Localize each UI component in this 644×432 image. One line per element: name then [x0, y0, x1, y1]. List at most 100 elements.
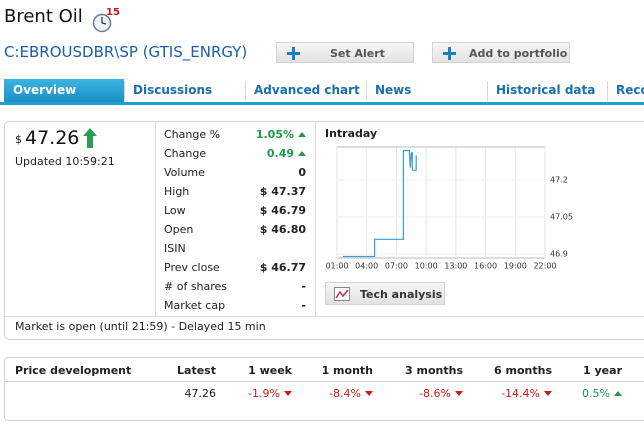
stat-label: Open: [164, 223, 194, 236]
column-header: 1 month: [321, 364, 373, 377]
stat-label: Low: [164, 204, 186, 217]
button-label: Add to portfolio: [469, 47, 568, 60]
change-text: 0.5%: [582, 387, 610, 400]
y-tick-label: 46.9: [550, 250, 568, 259]
tab-underline: [0, 102, 644, 105]
chart-icon: [334, 287, 350, 301]
tab[interactable]: Historical data: [496, 83, 596, 97]
stat-label: Change: [164, 147, 207, 160]
tab[interactable]: Discussions: [133, 83, 213, 97]
stat-label: # of shares: [164, 280, 228, 293]
trend-arrow: [298, 151, 306, 156]
stat-value: 1.05%: [256, 128, 306, 141]
x-tick-label: 07:00: [385, 262, 408, 271]
x-tick-label: 01:00: [325, 262, 348, 271]
x-tick-label: 19:00: [504, 262, 527, 271]
tab[interactable]: News: [375, 83, 412, 97]
stat-value: $ 46.80: [260, 223, 306, 236]
tab[interactable]: Overview: [13, 83, 77, 97]
plot-area: [336, 146, 546, 259]
trend-arrow: [365, 391, 373, 396]
stat-value: -: [301, 299, 306, 312]
value-text: -: [301, 280, 306, 293]
change-value: -8.6%: [419, 387, 463, 400]
divider: [315, 122, 316, 316]
change-text: -1.9%: [248, 387, 280, 400]
trend-arrow: [614, 391, 622, 396]
add-portfolio-button[interactable]: Add to portfolio: [432, 42, 570, 63]
divider: [5, 316, 644, 317]
stat-value: 0: [298, 166, 306, 179]
stat-label: Change %: [164, 128, 221, 141]
tech-analysis-button[interactable]: Tech analysis: [325, 282, 445, 305]
value-text: $ 47.37: [259, 185, 306, 198]
tab[interactable]: Advanced chart: [254, 83, 360, 97]
stat-value: $ 47.37: [260, 185, 306, 198]
trend-arrow: [455, 391, 463, 396]
stat-label: Prev close: [164, 261, 220, 274]
tab-separator: [607, 81, 608, 101]
tab-separator: [487, 81, 488, 101]
set-alert-button[interactable]: Set Alert: [276, 42, 414, 63]
price-line: [342, 149, 417, 258]
change-text: -14.4%: [501, 387, 540, 400]
button-label: Tech analysis: [360, 288, 443, 301]
value-text: $ 46.80: [259, 223, 306, 236]
exchange: (GTIS_ENRGY): [142, 43, 248, 61]
value-text: $ 46.77: [259, 261, 306, 274]
header-row: [5, 358, 644, 382]
column-header: 6 months: [494, 364, 552, 377]
trend-arrow: [298, 132, 306, 137]
symbol-code: C:EBROUSDBR\SP: [4, 43, 138, 61]
active-tab-bg: [4, 79, 124, 102]
latest-price: 47.26: [184, 387, 217, 400]
change-value: -8.4%: [329, 387, 373, 400]
title: Brent Oil: [4, 6, 83, 27]
clock-icon[interactable]: [92, 12, 114, 34]
button-label: Set Alert: [330, 47, 385, 60]
symbol: C:EBROUSDBR\SP (GTIS_ENRGY): [4, 43, 247, 61]
change-value: -1.9%: [248, 387, 292, 400]
stat-label: High: [164, 185, 190, 198]
updated-time: Updated 10:59:21: [15, 155, 115, 168]
change-text: -8.4%: [329, 387, 361, 400]
y-tick-label: 47.2: [550, 176, 568, 185]
quote-box: [4, 121, 644, 340]
stat-value: $ 46.79: [260, 204, 306, 217]
x-tick-label: 13:00: [444, 262, 467, 271]
price-development-box: [4, 357, 644, 421]
tab[interactable]: Reco: [616, 83, 644, 97]
stat-value: -: [301, 280, 306, 293]
tab-separator: [366, 81, 367, 101]
column-header: 3 months: [405, 364, 463, 377]
change-value: 0.5%: [582, 387, 622, 400]
value-text: $ 46.79: [259, 204, 306, 217]
x-tick-label: 16:00: [474, 262, 497, 271]
alert-count: 15: [106, 7, 120, 18]
chart-title: Intraday: [325, 127, 378, 140]
trend-arrow: [284, 391, 292, 396]
intraday-chart: 01:00 04:00 07:00 10:00 13:00 16:00 19:00 22:00…: [325, 146, 573, 271]
stat-label: Market cap: [164, 299, 226, 312]
tab-separator: [124, 81, 125, 101]
y-tick-label: 47.05: [550, 213, 573, 222]
column-header: 1 year: [583, 364, 622, 377]
change-value: -14.4%: [501, 387, 552, 400]
x-tick-label: 22:00: [533, 262, 556, 271]
column-header: Price development: [15, 364, 132, 377]
x-tick-label: 04:00: [355, 262, 378, 271]
column-header: 1 week: [248, 364, 292, 377]
value-text: 0.49: [266, 147, 294, 160]
stat-value: $ 46.77: [260, 261, 306, 274]
tab-separator: [245, 81, 246, 101]
price-up-arrow: [83, 128, 97, 148]
divider: [155, 122, 156, 316]
price: 47.26: [25, 127, 80, 149]
x-tick-label: 10:00: [415, 262, 438, 271]
market-status: Market is open (until 21:59) - Delayed 1…: [15, 320, 266, 333]
change-text: -8.6%: [419, 387, 451, 400]
value-text: 1.05%: [255, 128, 294, 141]
currency: $: [15, 133, 22, 146]
stat-label: Volume: [164, 166, 205, 179]
